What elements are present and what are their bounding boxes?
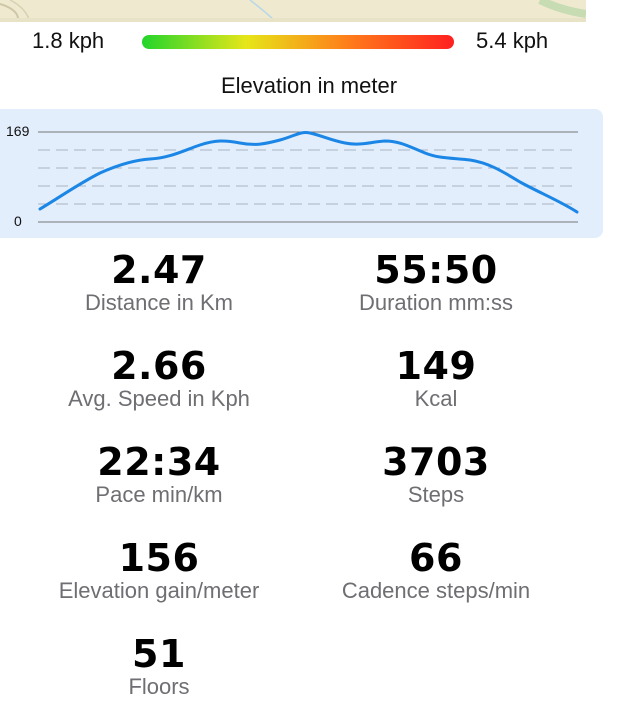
stat-duration-label: Duration mm:ss bbox=[358, 290, 514, 315]
elevation-min-label: 0 bbox=[14, 213, 22, 229]
stat-pace-value: 22:34 bbox=[97, 440, 221, 484]
stat-duration-value: 55:50 bbox=[374, 248, 498, 292]
elevation-title: Elevation in meter bbox=[220, 73, 398, 98]
stat-cadence-value: 66 bbox=[409, 536, 463, 580]
stat-elevation-gain: 156 Elevation gain/meter bbox=[9, 538, 309, 604]
stat-kcal: 149 Kcal bbox=[286, 346, 586, 412]
elevation-max-label: 169 bbox=[6, 123, 30, 139]
speed-min-label: 1.8 kph bbox=[32, 28, 105, 53]
stat-duration: 55:50 Duration mm:ss bbox=[286, 250, 586, 316]
stat-cadence-label: Cadence steps/min bbox=[341, 578, 531, 603]
stat-elevation-gain-value: 156 bbox=[118, 536, 200, 580]
elevation-profile-line bbox=[38, 131, 579, 214]
stat-pace: 22:34 Pace min/km bbox=[9, 442, 309, 508]
map-terrain bbox=[0, 0, 586, 22]
stat-avg-speed-label: Avg. Speed in Kph bbox=[68, 386, 250, 411]
elevation-plot bbox=[38, 131, 579, 223]
stat-steps: 3703 Steps bbox=[286, 442, 586, 508]
stat-distance: 2.47 Distance in Km bbox=[9, 250, 309, 316]
route-map[interactable] bbox=[0, 0, 586, 22]
stat-pace-label: Pace min/km bbox=[95, 482, 223, 507]
stat-avg-speed: 2.66 Avg. Speed in Kph bbox=[9, 346, 309, 412]
elevation-gridlines bbox=[38, 149, 578, 205]
stat-kcal-label: Kcal bbox=[414, 386, 458, 411]
stat-steps-label: Steps bbox=[407, 482, 465, 507]
stat-distance-label: Distance in Km bbox=[85, 290, 233, 315]
stat-floors: 51 Floors bbox=[9, 634, 309, 700]
speed-gradient-bar bbox=[142, 35, 454, 49]
stat-elevation-gain-label: Elevation gain/meter bbox=[58, 578, 260, 603]
speed-legend: 1.8 kph 5.4 kph bbox=[0, 24, 618, 58]
stat-floors-value: 51 bbox=[132, 632, 186, 676]
speed-max-label: 5.4 kph bbox=[476, 28, 549, 53]
elevation-chart[interactable]: 169 0 bbox=[0, 109, 603, 238]
stat-floors-label: Floors bbox=[128, 674, 190, 699]
stat-kcal-value: 149 bbox=[395, 344, 477, 388]
stat-cadence: 66 Cadence steps/min bbox=[286, 538, 586, 604]
stat-avg-speed-value: 2.66 bbox=[111, 344, 207, 388]
stat-distance-value: 2.47 bbox=[111, 248, 207, 292]
stat-steps-value: 3703 bbox=[382, 440, 490, 484]
